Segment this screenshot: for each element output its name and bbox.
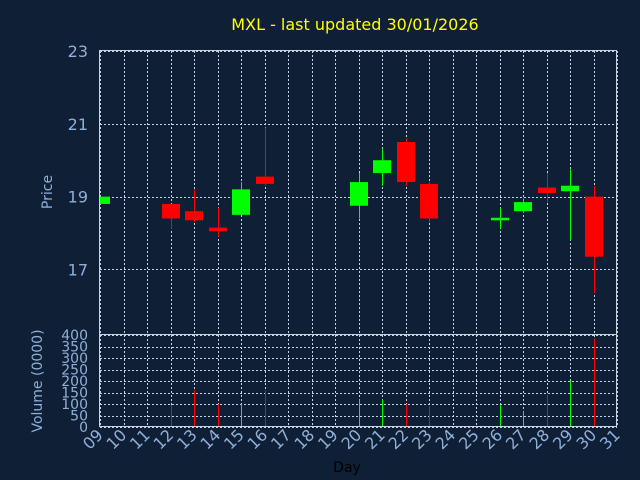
candle-body	[397, 142, 415, 183]
volume-tick-label: 0	[79, 420, 88, 436]
candle-body	[538, 187, 556, 193]
chart-title: MXL - last updated 30/01/2026	[231, 15, 478, 34]
candle-body	[373, 160, 391, 173]
candle-body	[256, 176, 274, 184]
volume-tick-label: 300	[61, 351, 88, 367]
volume-panel-frame	[99, 334, 617, 427]
candle-body	[561, 185, 579, 192]
price-tick-label: 17	[68, 260, 88, 279]
x-axis-label: Day	[333, 460, 361, 476]
candle-body	[100, 196, 110, 204]
candle-body	[162, 203, 180, 219]
price-axis-label: Price	[40, 175, 56, 209]
price-tick-label: 19	[68, 188, 88, 207]
volume-tick-label: 400	[61, 328, 88, 344]
volume-tick-label: 200	[61, 374, 88, 390]
volume-tick-label: 250	[61, 363, 88, 379]
volume-tick-label: 350	[61, 340, 88, 356]
candle-body	[209, 227, 227, 232]
price-tick-label: 23	[68, 42, 88, 61]
candle-body	[420, 183, 438, 219]
volume-axis-label: Volume (0000)	[30, 329, 46, 432]
candle-series	[100, 127, 603, 294]
candle-body	[350, 182, 368, 206]
volume-tick-label: 50	[70, 409, 88, 425]
candle-body	[185, 211, 203, 221]
price-grid: 23 21 19 17	[68, 42, 618, 427]
candle-body	[491, 217, 509, 221]
candle-body	[585, 196, 603, 257]
volume-tick-label: 100	[61, 397, 88, 413]
volume-tick-label: 150	[61, 386, 88, 402]
volume-series	[171, 338, 595, 427]
candle-body	[514, 202, 532, 212]
candle-body	[232, 189, 250, 215]
x-tick-labels: 0910111213141516171819202122232425262728…	[79, 425, 624, 453]
price-tick-label: 21	[68, 115, 88, 134]
